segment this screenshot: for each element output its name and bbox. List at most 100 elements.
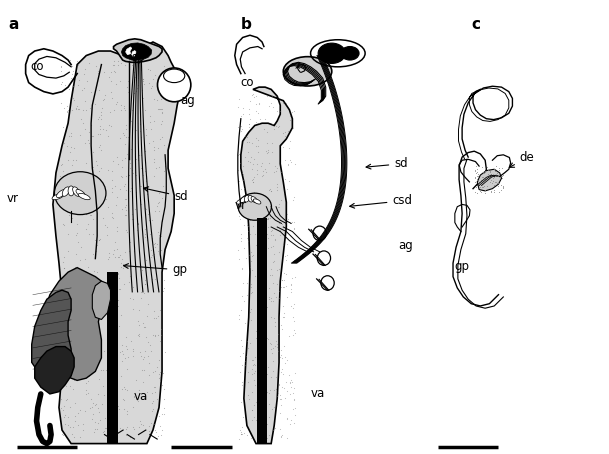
- Point: [157, 325, 166, 332]
- Point: [261, 387, 270, 394]
- Point: [238, 162, 248, 169]
- Point: [102, 285, 112, 292]
- Point: [247, 406, 257, 414]
- Point: [473, 170, 483, 178]
- Point: [258, 374, 268, 381]
- Point: [62, 326, 71, 334]
- Point: [122, 424, 132, 431]
- Point: [245, 231, 255, 238]
- Point: [55, 405, 65, 412]
- Point: [484, 171, 493, 178]
- Point: [278, 314, 287, 321]
- Point: [273, 204, 283, 211]
- Point: [266, 374, 275, 381]
- Point: [256, 195, 266, 202]
- Point: [256, 269, 266, 276]
- Point: [123, 78, 133, 85]
- Point: [290, 317, 300, 325]
- Point: [272, 399, 282, 406]
- Point: [260, 293, 270, 300]
- Point: [244, 110, 254, 117]
- Point: [63, 414, 72, 421]
- Point: [283, 160, 292, 167]
- Point: [107, 94, 117, 102]
- Point: [106, 123, 116, 130]
- Point: [57, 357, 67, 364]
- Point: [243, 344, 253, 351]
- Point: [119, 405, 129, 412]
- Point: [259, 166, 269, 173]
- Point: [280, 394, 290, 401]
- Point: [83, 389, 93, 396]
- Point: [119, 350, 128, 358]
- Point: [281, 435, 291, 442]
- Point: [248, 266, 258, 273]
- Point: [104, 121, 114, 128]
- Point: [127, 337, 136, 344]
- Point: [72, 178, 82, 186]
- Point: [80, 139, 90, 147]
- Point: [240, 153, 250, 160]
- Point: [72, 221, 82, 228]
- Point: [269, 314, 278, 321]
- Polygon shape: [132, 50, 136, 57]
- Point: [154, 370, 164, 378]
- Point: [70, 301, 80, 309]
- Point: [108, 214, 118, 222]
- Point: [139, 366, 149, 374]
- Point: [489, 182, 499, 189]
- Ellipse shape: [253, 199, 261, 204]
- Point: [58, 407, 68, 414]
- Point: [95, 123, 105, 130]
- Point: [57, 276, 67, 283]
- Point: [113, 99, 122, 106]
- Point: [485, 168, 495, 176]
- Point: [84, 128, 94, 136]
- Point: [89, 267, 99, 275]
- Point: [147, 276, 157, 283]
- Ellipse shape: [164, 69, 185, 83]
- Point: [258, 322, 267, 330]
- Point: [107, 358, 116, 365]
- Point: [253, 375, 262, 382]
- Point: [88, 163, 98, 170]
- Point: [71, 335, 80, 342]
- Point: [148, 331, 158, 339]
- Point: [60, 104, 69, 112]
- Point: [111, 372, 121, 380]
- Point: [258, 416, 267, 423]
- Ellipse shape: [251, 197, 257, 203]
- Point: [236, 430, 246, 438]
- Point: [139, 393, 149, 400]
- Point: [266, 227, 275, 234]
- Point: [82, 159, 91, 167]
- Point: [136, 288, 146, 296]
- Point: [98, 366, 108, 374]
- Point: [245, 159, 255, 166]
- Point: [265, 339, 275, 346]
- Point: [157, 232, 166, 239]
- Point: [126, 118, 136, 125]
- Point: [124, 109, 134, 116]
- Point: [103, 374, 113, 381]
- Point: [146, 342, 155, 349]
- Point: [233, 167, 243, 174]
- Point: [55, 195, 65, 202]
- Point: [267, 406, 277, 413]
- Point: [119, 103, 129, 110]
- Point: [72, 372, 82, 380]
- Point: [264, 284, 273, 291]
- Point: [267, 226, 277, 233]
- Point: [107, 273, 117, 281]
- Point: [254, 100, 264, 108]
- Polygon shape: [125, 47, 132, 54]
- Point: [244, 227, 253, 235]
- Point: [77, 365, 86, 372]
- Point: [237, 264, 247, 271]
- Point: [110, 282, 119, 290]
- Point: [262, 214, 272, 221]
- Point: [71, 156, 80, 163]
- Point: [138, 378, 147, 385]
- Point: [59, 264, 69, 271]
- Point: [495, 188, 504, 195]
